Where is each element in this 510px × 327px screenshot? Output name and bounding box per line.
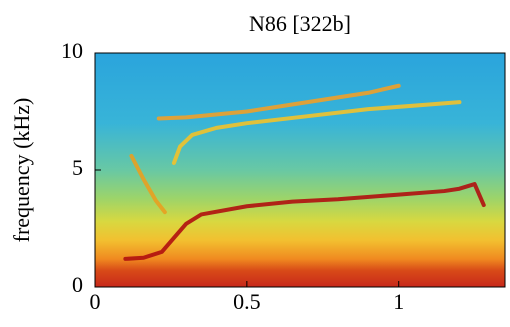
chart-title: N86 [322b] [249,11,351,36]
y-tick-label: 10 [61,38,83,63]
contour [156,83,401,121]
contour [129,153,167,215]
x-tick-label: 0.5 [233,289,261,314]
x-tick-label: 1 [393,289,404,314]
contour [123,182,486,261]
y-axis-label: frequency (kHz) [9,98,34,243]
y-tick-label: 5 [72,155,83,180]
contour [171,100,462,165]
x-tick-label: 0 [90,289,101,314]
y-tick-label: 0 [72,272,83,297]
